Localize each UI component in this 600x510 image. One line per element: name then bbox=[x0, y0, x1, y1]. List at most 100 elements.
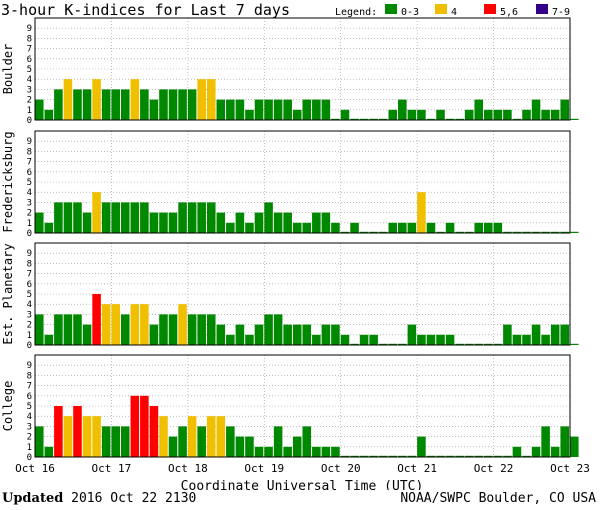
bar bbox=[54, 89, 63, 120]
legend-entry-1: 4 bbox=[451, 7, 457, 18]
bar bbox=[474, 455, 484, 457]
legend-swatch-1 bbox=[435, 4, 447, 14]
bar bbox=[522, 109, 531, 120]
y-tick-label: 0 bbox=[27, 453, 32, 463]
x-tick-label: Oct 20 bbox=[321, 462, 361, 475]
bar bbox=[493, 455, 503, 457]
y-tick-label: 1 bbox=[27, 443, 32, 453]
bar bbox=[455, 231, 464, 233]
bar bbox=[235, 212, 245, 233]
bar bbox=[101, 89, 111, 120]
bar bbox=[378, 231, 388, 233]
bar bbox=[245, 436, 254, 457]
y-tick-label: 2 bbox=[27, 433, 32, 443]
bar bbox=[130, 395, 140, 457]
bar bbox=[168, 89, 178, 120]
bar bbox=[522, 334, 531, 345]
bar bbox=[426, 334, 436, 345]
bar bbox=[321, 99, 331, 120]
bar bbox=[436, 231, 445, 233]
bar bbox=[292, 324, 302, 345]
bar bbox=[340, 334, 350, 345]
bar bbox=[120, 314, 130, 345]
legend-entry-0: 0-3 bbox=[401, 7, 419, 18]
x-tick-label: Oct 18 bbox=[168, 462, 208, 475]
bar bbox=[63, 314, 73, 345]
bar bbox=[455, 343, 464, 345]
bar bbox=[522, 231, 531, 233]
bar bbox=[235, 99, 245, 120]
bar bbox=[407, 324, 417, 345]
bar bbox=[550, 446, 560, 457]
bar bbox=[264, 314, 273, 345]
bar bbox=[359, 231, 369, 233]
bar bbox=[350, 118, 359, 120]
y-tick-label: 6 bbox=[27, 55, 32, 65]
bar bbox=[178, 304, 187, 345]
bar bbox=[570, 118, 579, 120]
legend: 0-3 4 5,6 7-9 bbox=[385, 4, 570, 18]
bar bbox=[407, 222, 417, 233]
bar bbox=[111, 426, 120, 457]
bar bbox=[417, 436, 426, 457]
bar bbox=[111, 89, 120, 120]
bar bbox=[302, 324, 312, 345]
y-tick-label: 3 bbox=[27, 85, 32, 95]
bar bbox=[398, 343, 407, 345]
bar bbox=[168, 212, 178, 233]
bar bbox=[474, 99, 484, 120]
bar bbox=[312, 99, 321, 120]
y-tick-label: 8 bbox=[27, 371, 32, 381]
bar bbox=[111, 304, 120, 345]
bar bbox=[120, 89, 130, 120]
bar bbox=[512, 118, 522, 120]
bar bbox=[417, 192, 426, 233]
bar bbox=[149, 212, 159, 233]
y-tick-label: 9 bbox=[27, 361, 32, 371]
y-tick-label: 3 bbox=[27, 422, 32, 432]
bar bbox=[484, 222, 493, 233]
y-tick-label: 5 bbox=[27, 290, 32, 300]
bar bbox=[331, 222, 340, 233]
bar bbox=[302, 222, 312, 233]
bar bbox=[302, 99, 312, 120]
bar bbox=[474, 343, 484, 345]
chart-title: 3-hour K-indices for Last 7 days bbox=[1, 1, 290, 19]
bar bbox=[283, 446, 292, 457]
bar bbox=[120, 202, 130, 233]
legend-swatch-0 bbox=[385, 4, 397, 14]
bar bbox=[369, 334, 378, 345]
bar bbox=[226, 334, 235, 345]
y-tick-label: 4 bbox=[27, 300, 32, 310]
panel-frame bbox=[34, 354, 571, 458]
bar bbox=[101, 304, 111, 345]
y-tick-label: 1 bbox=[27, 219, 32, 229]
bar bbox=[92, 294, 101, 345]
y-tick-label: 9 bbox=[27, 24, 32, 34]
bar bbox=[407, 455, 417, 457]
bar bbox=[417, 334, 426, 345]
bar bbox=[340, 109, 350, 120]
bar bbox=[560, 426, 569, 457]
bar bbox=[245, 334, 254, 345]
bar bbox=[331, 118, 340, 120]
x-tick-label: Oct 23 bbox=[550, 462, 590, 475]
x-tick-label: Oct 22 bbox=[474, 462, 514, 475]
bar bbox=[73, 202, 82, 233]
legend-swatch-2 bbox=[484, 4, 496, 14]
bar bbox=[140, 202, 149, 233]
bar bbox=[522, 455, 531, 457]
bar bbox=[245, 222, 254, 233]
bar bbox=[512, 334, 522, 345]
bar bbox=[369, 455, 378, 457]
bar bbox=[512, 446, 522, 457]
y-tick-label: 1 bbox=[27, 106, 32, 116]
bar bbox=[445, 118, 455, 120]
bar bbox=[398, 99, 407, 120]
y-tick-label: 6 bbox=[27, 280, 32, 290]
bar bbox=[187, 202, 197, 233]
y-tick-label: 9 bbox=[27, 137, 32, 147]
